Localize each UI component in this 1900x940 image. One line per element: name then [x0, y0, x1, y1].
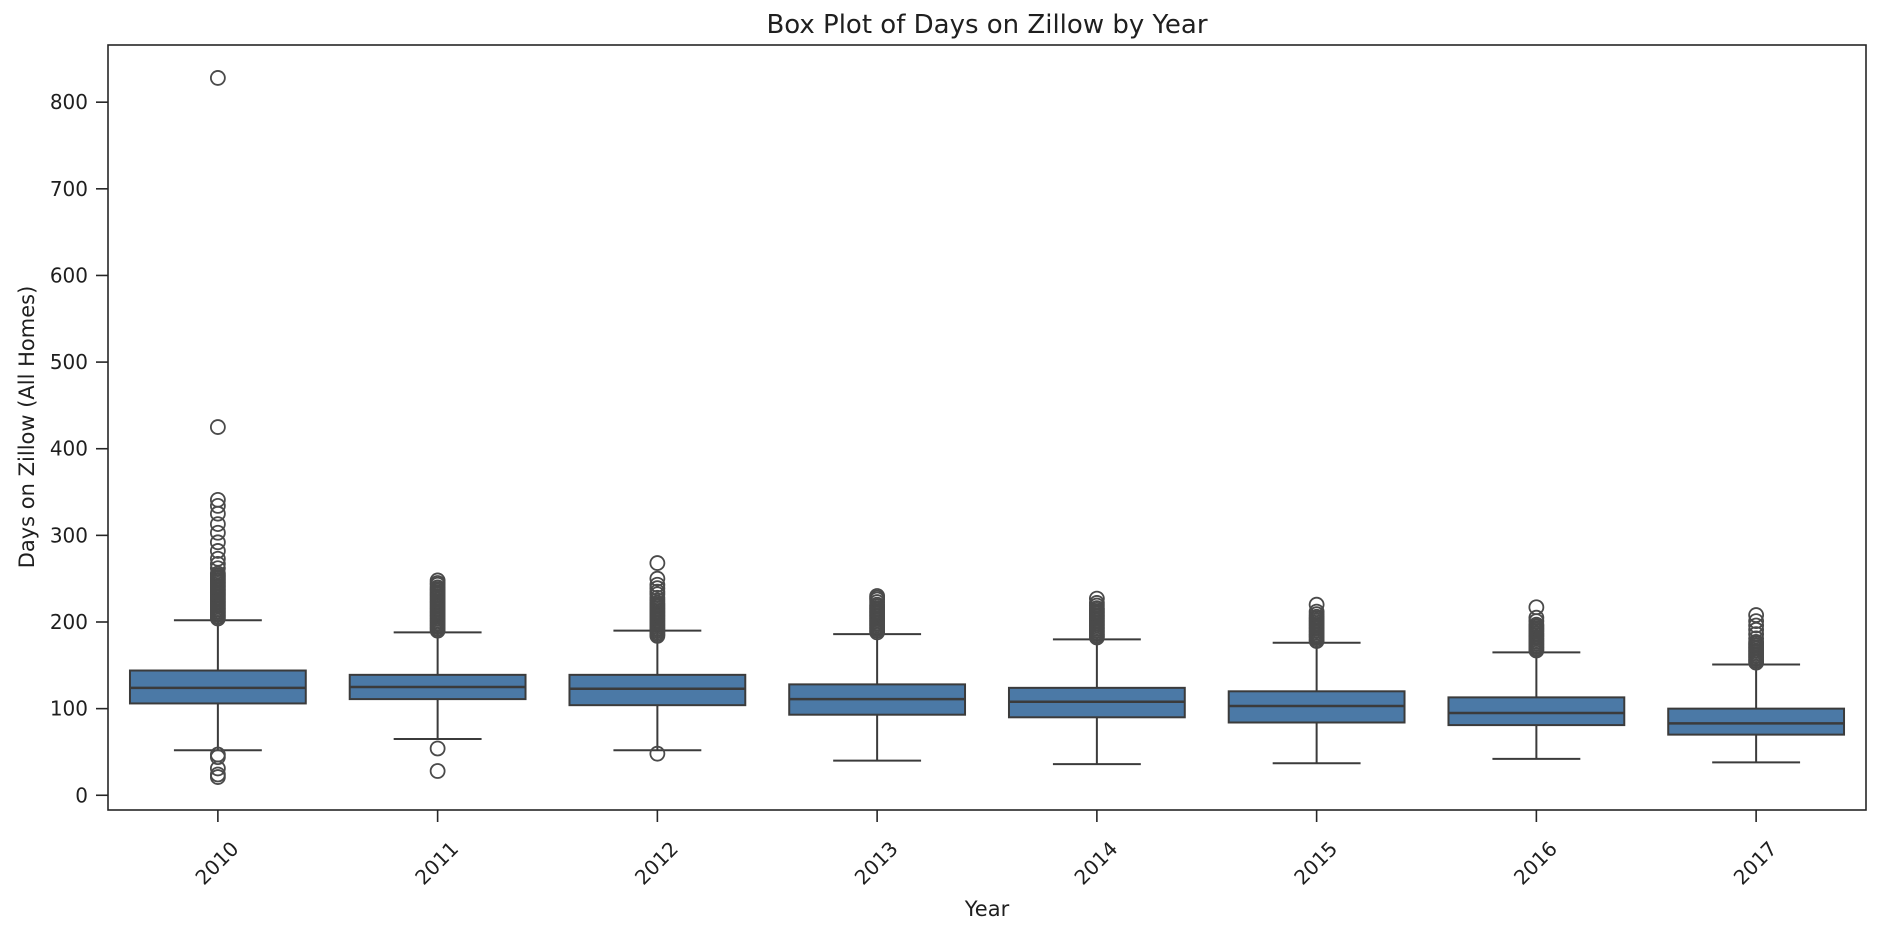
x-tick-label-2011: 2011	[410, 837, 463, 890]
y-tick-label-400: 400	[50, 437, 88, 461]
x-tick-label-2014: 2014	[1069, 837, 1122, 890]
outlier-point	[649, 570, 666, 587]
outlier-point	[209, 419, 226, 435]
chart-title: Box Plot of Days on Zillow by Year	[766, 10, 1207, 40]
outlier-point	[209, 70, 226, 86]
iqr-box	[1667, 707, 1846, 736]
outlier-point	[1088, 590, 1105, 607]
box-group-2013	[788, 588, 967, 762]
y-tick-label-800: 800	[50, 90, 88, 114]
box-group-2016	[1447, 599, 1626, 760]
outlier-point	[429, 763, 446, 779]
y-tick-label-0: 0	[75, 783, 88, 807]
outlier-point	[209, 543, 226, 559]
box-group-2011	[348, 572, 527, 779]
box-group-2014	[1007, 590, 1186, 766]
outlier-point	[649, 745, 666, 762]
outlier-point	[209, 516, 226, 532]
outlier-point	[1748, 617, 1765, 634]
x-tick-label-2015: 2015	[1289, 837, 1342, 890]
y-tick-label-200: 200	[50, 610, 88, 634]
box-group-2017	[1667, 607, 1846, 764]
outlier-point	[429, 572, 446, 589]
box-group-2010	[128, 70, 307, 785]
outlier-point	[649, 576, 666, 593]
boxplot-series	[128, 70, 1846, 785]
outlier-point	[1748, 626, 1765, 643]
y-tick-label-600: 600	[50, 263, 88, 287]
outlier-point	[429, 740, 446, 757]
outlier-point	[209, 498, 226, 514]
y-tick-label-700: 700	[50, 177, 88, 201]
outlier-point	[209, 769, 226, 785]
box-group-2012	[568, 555, 747, 762]
outlier-point	[209, 524, 226, 541]
outlier-point	[649, 555, 666, 571]
x-tick-label-2017: 2017	[1729, 837, 1782, 890]
outlier-point	[1088, 595, 1105, 611]
iqr-box	[1447, 696, 1626, 727]
y-tick-label-100: 100	[50, 697, 88, 721]
x-tick-label-2012: 2012	[630, 837, 683, 890]
iqr-box	[568, 673, 747, 707]
outlier-point	[1528, 599, 1545, 616]
outlier-point	[1308, 603, 1325, 620]
x-tick-label-2010: 2010	[190, 837, 243, 890]
outlier-point	[1308, 596, 1325, 613]
outlier-point	[869, 588, 886, 604]
outlier-point	[1748, 607, 1765, 623]
outlier-point	[209, 560, 226, 577]
y-tick-label-500: 500	[50, 350, 88, 374]
y-axis-label: Days on Zillow (All Homes)	[15, 286, 39, 569]
outlier-point	[209, 491, 226, 508]
outlier-point	[209, 534, 226, 551]
x-tick-label-2013: 2013	[850, 837, 903, 890]
y-tick-label-300: 300	[50, 523, 88, 547]
x-axis-ticks: 2010 2011 2012 2013 2014 2015 2016 2017	[190, 810, 1782, 890]
outlier-point	[209, 749, 226, 766]
x-tick-label-2016: 2016	[1509, 837, 1562, 890]
outlier-point	[1748, 613, 1765, 630]
x-axis-label: Year	[964, 897, 1010, 921]
outlier-point	[1528, 609, 1545, 626]
box-group-2015	[1227, 596, 1406, 765]
outlier-point	[209, 550, 226, 567]
outlier-point	[1748, 630, 1765, 647]
y-axis-ticks: 0 100 200 300 400 500 600 700 800	[50, 90, 108, 807]
outlier-point	[209, 556, 226, 572]
outlier-point	[209, 760, 226, 777]
